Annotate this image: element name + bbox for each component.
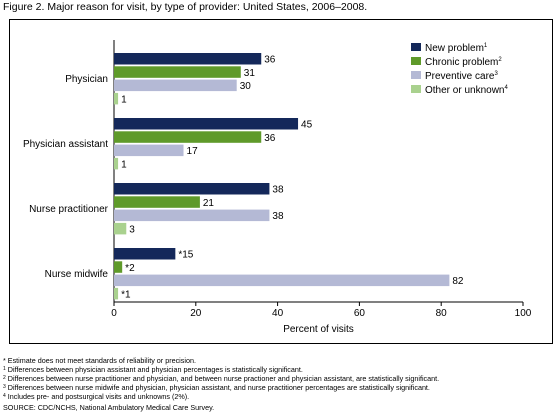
bar-value-label: 21 — [203, 198, 215, 209]
legend-swatch — [411, 71, 421, 79]
legend-label: Other or unknown4 — [425, 85, 509, 96]
bar — [114, 261, 123, 273]
source-note: SOURCE: CDC/NCHS, National Ambulatory Me… — [3, 403, 215, 412]
bar-value-label: 30 — [240, 81, 252, 92]
legend-swatch — [411, 57, 421, 65]
bar-value-label: *1 — [121, 289, 131, 300]
bar — [114, 274, 450, 287]
legend-swatch — [411, 85, 421, 93]
x-tick-label: 80 — [436, 308, 448, 319]
category-label: Nurse midwife — [45, 269, 109, 280]
chart-title: Figure 2. Major reason for visit, by typ… — [3, 1, 368, 13]
bar — [114, 53, 262, 65]
bar — [114, 131, 262, 143]
x-tick-label: 40 — [272, 308, 284, 319]
bar — [114, 287, 119, 300]
bar-value-label: 1 — [121, 94, 127, 105]
footnote-1: 1 Differences between physician assistan… — [3, 365, 303, 374]
bar-value-label: 38 — [272, 211, 284, 222]
bar — [114, 79, 237, 92]
legend-label: Chronic problem2 — [425, 57, 502, 68]
bar-value-label: 1 — [121, 159, 127, 170]
bar-value-label: *2 — [125, 263, 135, 274]
footnote-reliability: * Estimate does not meet standards of re… — [3, 356, 196, 365]
bar — [114, 183, 270, 195]
bar-value-label: 38 — [272, 185, 284, 196]
footnote-2: 2 Differences between nurse practitioner… — [3, 374, 440, 383]
legend-swatch — [411, 43, 421, 51]
bar — [114, 248, 176, 260]
bar — [114, 66, 241, 78]
bar-value-label: 82 — [452, 276, 464, 287]
bar — [114, 92, 119, 105]
category-label: Nurse practitioner — [29, 204, 109, 215]
x-tick-label: 20 — [190, 308, 202, 319]
bar — [114, 144, 184, 157]
bar-value-label: 36 — [264, 55, 276, 66]
bar — [114, 118, 299, 130]
legend-label: New problem1 — [425, 43, 488, 54]
bar-value-label: 31 — [244, 68, 256, 79]
chart-frame — [9, 19, 553, 344]
bar-value-label: 45 — [301, 120, 313, 131]
footnote-3: 3 Differences between nurse midwife and … — [3, 383, 430, 392]
bar — [114, 196, 200, 208]
category-label: Physician assistant — [23, 139, 108, 150]
bar-value-label: 17 — [187, 146, 199, 157]
bar — [114, 157, 119, 170]
x-tick-label: 60 — [354, 308, 366, 319]
legend-label: Preventive care3 — [425, 71, 498, 82]
category-label: Physician — [65, 74, 108, 85]
bar-value-label: *15 — [178, 250, 193, 261]
x-tick-label: 100 — [515, 308, 532, 319]
footnote-4: 4 Includes pre- and postsurgical visits … — [3, 392, 190, 401]
bar-value-label: 36 — [264, 133, 276, 144]
bar — [114, 209, 270, 222]
x-axis-title: Percent of visits — [283, 324, 354, 335]
x-tick-label: 0 — [111, 308, 117, 319]
bar — [114, 222, 127, 235]
bar-value-label: 3 — [129, 224, 135, 235]
